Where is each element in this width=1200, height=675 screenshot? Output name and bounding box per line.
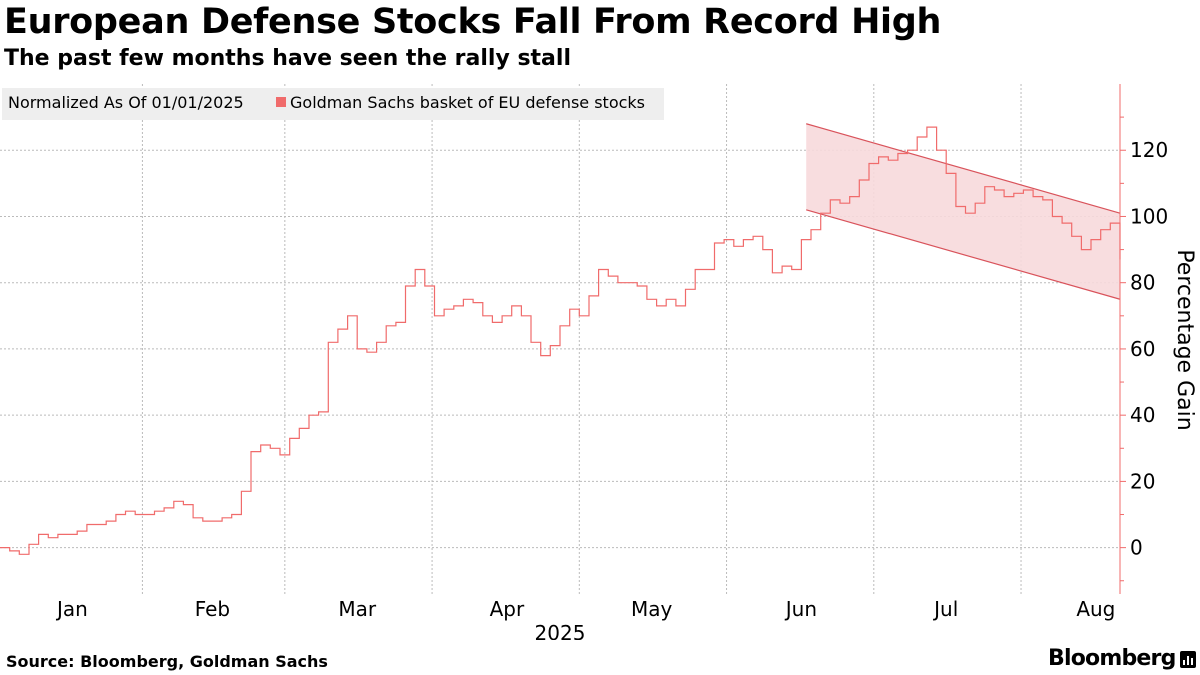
legend-normalization-note: Normalized As Of 01/01/2025 xyxy=(8,93,244,112)
y-tick-label: 60 xyxy=(1130,337,1155,361)
series-line xyxy=(0,126,1121,555)
x-tick-label: Jul xyxy=(932,597,958,621)
x-tick-label: Jun xyxy=(784,597,817,621)
bloomberg-chart-icon xyxy=(1180,651,1196,668)
x-tick-label: May xyxy=(631,597,673,621)
source-note: Source: Bloomberg, Goldman Sachs xyxy=(6,652,328,671)
y-tick-label: 40 xyxy=(1130,403,1155,427)
x-tick-label: Feb xyxy=(195,597,230,621)
y-tick-label: 0 xyxy=(1130,536,1143,560)
channel-fill xyxy=(806,123,1120,300)
x-tick-label: Jan xyxy=(55,597,88,621)
channel-lower-line xyxy=(806,209,1121,300)
y-tick-label: 120 xyxy=(1130,138,1168,162)
chart-subtitle: The past few months have seen the rally … xyxy=(4,46,571,71)
axes: 0 20 40 60 80 100 120 Jan Feb Mar Apr May Jun Jul Aug xyxy=(55,84,1168,621)
chart-title: European Defense Stocks Fall From Record… xyxy=(4,2,942,42)
channel-upper-line xyxy=(806,123,1121,214)
y-axis-label: Percentage Gain xyxy=(1172,249,1197,430)
x-tick-label: Apr xyxy=(490,597,525,621)
y-tick-label: 100 xyxy=(1130,204,1168,228)
trend-channel xyxy=(806,123,1121,300)
x-tick-label: Aug xyxy=(1076,597,1115,621)
y-tick-label: 80 xyxy=(1130,271,1155,295)
x-axis-label: 2025 xyxy=(535,621,586,640)
legend-swatch xyxy=(276,97,286,107)
x-tick-label: Mar xyxy=(338,597,377,621)
bloomberg-logo: Bloomberg xyxy=(1048,646,1176,671)
series-lines xyxy=(0,126,1121,555)
y-tick-label: 20 xyxy=(1130,469,1155,493)
legend xyxy=(2,88,664,120)
legend-series-label: Goldman Sachs basket of EU defense stock… xyxy=(290,93,646,112)
